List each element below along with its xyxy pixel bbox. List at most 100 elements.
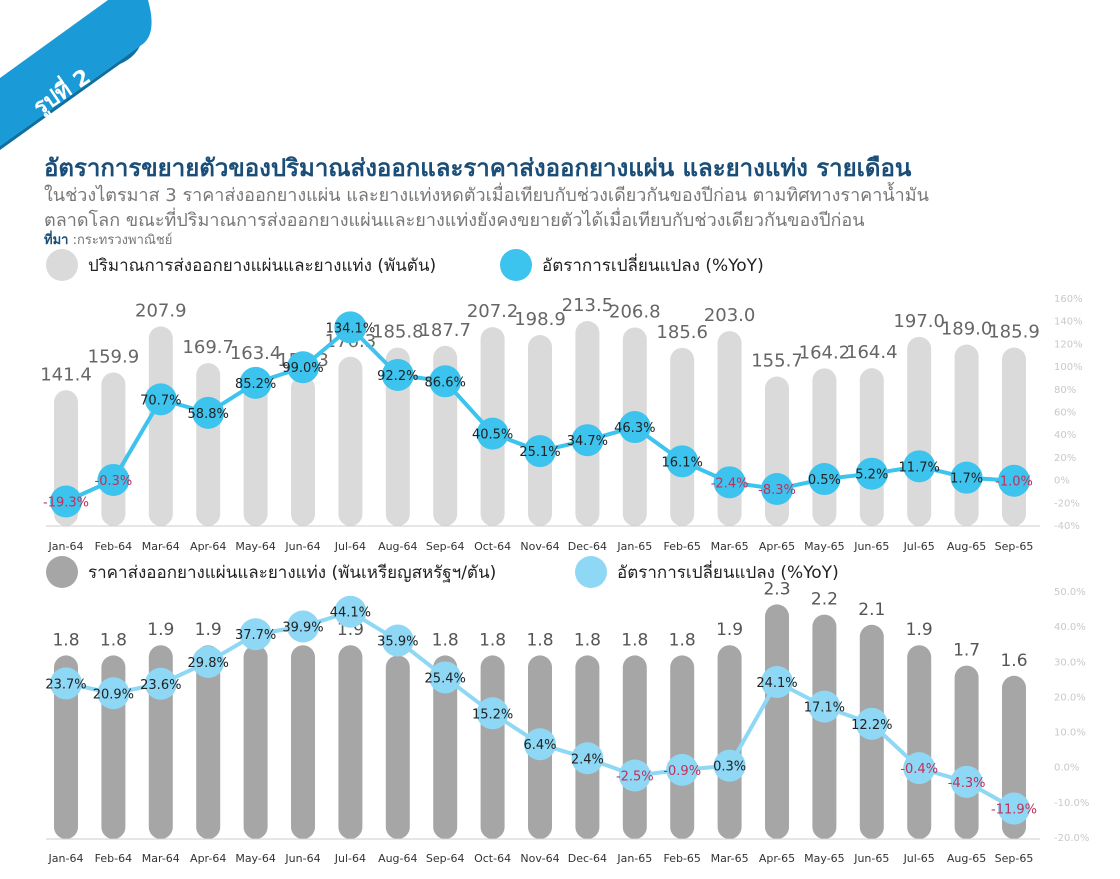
yoy-value-label: 0.3% <box>713 760 746 775</box>
right-axis-tick: 20.0% <box>1054 692 1086 703</box>
bar-value-label: 1.8 <box>100 630 127 650</box>
yoy-value-label: 86.6% <box>425 375 466 390</box>
bar-value-label: 185.6 <box>656 322 708 343</box>
yoy-value-label: 15.2% <box>472 707 513 722</box>
x-tick-label: Jan-64 <box>48 540 84 553</box>
bar <box>859 368 884 526</box>
x-tick-label: May-64 <box>235 852 276 865</box>
x-tick-label: Apr-64 <box>190 852 226 865</box>
subtitle-line-2: ตลาดโลก ขณะที่ปริมาณการส่งออกยางแผ่นและย… <box>44 210 865 231</box>
bar-value-label: 197.0 <box>893 311 945 332</box>
right-axis-tick: -10.0% <box>1054 798 1089 809</box>
bar-value-label: 1.8 <box>621 630 648 650</box>
yoy-point <box>571 742 604 775</box>
x-tick-label: Apr-64 <box>190 540 226 553</box>
bar <box>243 645 268 839</box>
x-tick-label: Jul-64 <box>334 852 366 865</box>
x-tick-label: Apr-65 <box>759 540 795 553</box>
bar <box>812 614 837 839</box>
yoy-value-label: 5.2% <box>855 468 888 483</box>
yoy-value-label: 6.4% <box>523 738 556 753</box>
yoy-value-label: -8.3% <box>758 483 796 498</box>
yoy-value-label: 25.4% <box>425 671 466 686</box>
bar <box>812 368 837 526</box>
bar-value-label: 185.9 <box>988 322 1040 343</box>
x-tick-label: May-65 <box>804 540 845 553</box>
yoy-point <box>476 697 509 730</box>
yoy-point <box>808 463 841 496</box>
bar <box>575 321 600 526</box>
yoy-value-label: 34.7% <box>567 434 608 449</box>
yoy-value-label: 46.3% <box>614 421 655 436</box>
right-axis-tick: 80% <box>1054 385 1076 396</box>
bar-value-label: 163.4 <box>230 343 282 364</box>
yoy-point <box>50 667 82 700</box>
bar <box>954 665 979 839</box>
yoy-value-label: 11.7% <box>899 460 940 475</box>
yoy-value-label: 23.6% <box>140 678 181 693</box>
bar <box>101 372 126 526</box>
yoy-value-label: -2.4% <box>711 476 749 491</box>
x-tick-label: Sep-64 <box>426 540 465 553</box>
bar-value-label: 1.8 <box>479 630 506 650</box>
yoy-point <box>950 461 983 494</box>
bar <box>717 645 742 839</box>
bar <box>670 347 695 526</box>
x-tick-label: Oct-64 <box>474 540 511 553</box>
volume-chart: 160% 140% 120% 100% 80% 60% 40% 20% 0% -20% -40% 14… <box>40 294 1083 553</box>
yoy-point <box>381 358 414 391</box>
x-tick-label: May-64 <box>235 540 276 553</box>
right-axis-tick: 160% <box>1054 294 1083 305</box>
legend-volume-yoy: อัตราการเปลี่ยนแปลง (%YoY) <box>500 249 764 281</box>
yoy-value-label: 40.5% <box>472 428 513 443</box>
yoy-value-label: 35.9% <box>377 635 418 650</box>
bar-value-label: 198.9 <box>514 309 566 330</box>
yoy-point <box>666 753 699 786</box>
bar <box>765 604 789 839</box>
right-axis-tick: 60% <box>1054 408 1076 419</box>
yoy-value-label: 85.2% <box>235 377 276 392</box>
bar-value-label: 1.9 <box>716 620 743 640</box>
x-tick-label: Jan-65 <box>616 852 652 865</box>
right-axis-tick: 10.0% <box>1054 728 1086 739</box>
yoy-point <box>192 645 225 678</box>
bar-value-label: 1.6 <box>1000 651 1027 671</box>
x-tick-label: Jul-65 <box>903 540 935 553</box>
yoy-point <box>429 365 462 398</box>
yoy-point <box>144 667 177 700</box>
yoy-value-label: 16.1% <box>662 455 703 470</box>
legend-volume-yoy-swatch <box>500 249 532 281</box>
figure-tag-ribbon: รูปที่ 2 <box>0 0 152 150</box>
bar <box>148 326 173 526</box>
x-tick-label: Feb-64 <box>95 540 132 553</box>
bar-value-label: 207.9 <box>135 300 187 321</box>
bar <box>622 655 647 839</box>
bar-value-label: 141.4 <box>40 364 92 385</box>
x-tick-label: Feb-65 <box>663 852 700 865</box>
yoy-value-label: 92.2% <box>377 369 418 384</box>
yoy-point <box>855 457 888 490</box>
x-tick-label: Sep-65 <box>995 852 1034 865</box>
yoy-point <box>808 690 841 723</box>
yoy-point <box>571 424 604 457</box>
bar-value-label: 1.8 <box>52 630 79 650</box>
yoy-value-label: -0.9% <box>663 764 701 779</box>
yoy-point <box>903 450 936 483</box>
yoy-point <box>761 473 793 506</box>
bar-value-label: 159.9 <box>88 346 140 367</box>
bar-value-label: 1.8 <box>432 630 459 650</box>
yoy-value-label: -0.3% <box>95 474 133 489</box>
bar-value-label: 2.2 <box>811 590 838 610</box>
bar <box>291 375 315 526</box>
yoy-point <box>524 728 556 761</box>
yoy-value-label: 25.1% <box>519 445 560 460</box>
source-text: :กระทรวงพาณิชย์ <box>68 233 173 248</box>
legend-price-yoy-label: อัตราการเปลี่ยนแปลง (%YoY) <box>617 562 839 583</box>
right-axis-tick: 0.0% <box>1054 763 1079 774</box>
bar <box>291 645 315 839</box>
legend-volume-bars-label: ปริมาณการส่งออกยางแผ่นและยางแท่ง (พันตัน… <box>88 255 437 276</box>
right-axis-tick: 140% <box>1054 317 1083 328</box>
x-tick-label: Sep-64 <box>426 852 465 865</box>
source-label: ที่มา <box>44 233 69 248</box>
bar <box>338 645 363 839</box>
